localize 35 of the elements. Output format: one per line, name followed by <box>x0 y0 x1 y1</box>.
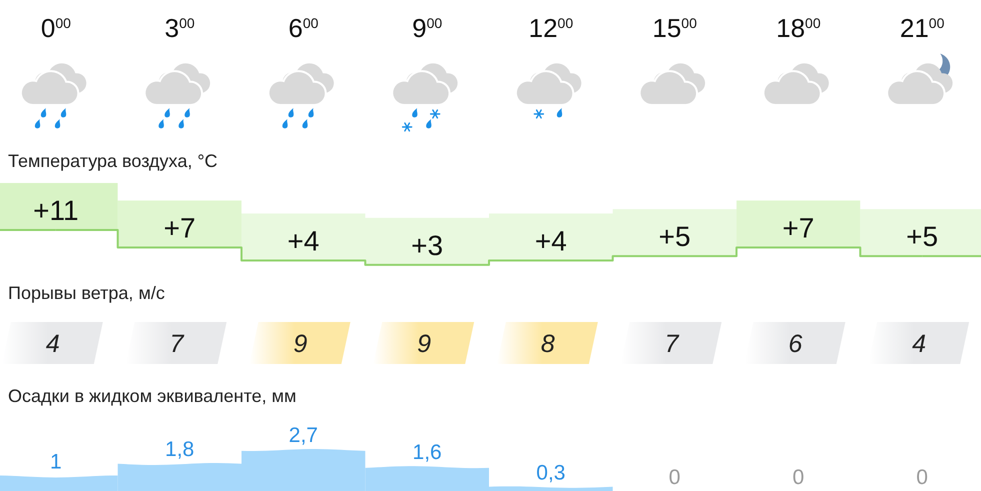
data-label: 6 <box>788 330 802 358</box>
data-label: +3 <box>411 230 444 261</box>
data-label: 2,7 <box>288 424 318 447</box>
data-label: 7 <box>170 330 185 358</box>
data-label: 0,3 <box>536 461 566 484</box>
chart-title: Осадки в жидком эквиваленте, мм <box>8 386 296 406</box>
data-label: +4 <box>287 226 320 257</box>
data-label: +4 <box>534 226 567 257</box>
data-label: +5 <box>658 221 691 252</box>
x-tick-label: 0$^{00}$ <box>40 13 72 43</box>
data-label: +7 <box>782 212 814 244</box>
x-tick-label: 18$^{00}$ <box>776 13 821 43</box>
data-label: 0 <box>668 466 680 489</box>
data-label: 0 <box>916 466 928 489</box>
data-label: +11 <box>33 195 79 226</box>
data-label: 0 <box>792 466 804 489</box>
x-tick-label: 21$^{00}$ <box>900 13 945 43</box>
x-tick-label: 3$^{00}$ <box>164 13 195 43</box>
x-tick-label: 15$^{00}$ <box>652 13 698 43</box>
data-label: 9 <box>293 330 308 358</box>
x-tick-label: 9$^{00}$ <box>412 13 442 43</box>
x-tick-label: 6$^{00}$ <box>288 13 319 43</box>
data-label: 1 <box>50 450 62 474</box>
text: Порывы ветра, м/с <box>8 283 165 303</box>
data-label: 1,8 <box>165 438 194 461</box>
data-label: 9 <box>417 330 432 358</box>
data-label: +5 <box>906 221 938 252</box>
x-tick-label: 12$^{00}$ <box>528 13 574 43</box>
data-label: 1,6 <box>412 441 442 464</box>
data-label: 4 <box>46 330 60 358</box>
data-label: 7 <box>664 330 680 358</box>
chart-title: Температура воздуха, °C <box>8 151 218 171</box>
data-label: +7 <box>164 212 196 244</box>
data-label: 8 <box>540 330 555 358</box>
data-label: 4 <box>912 330 926 358</box>
